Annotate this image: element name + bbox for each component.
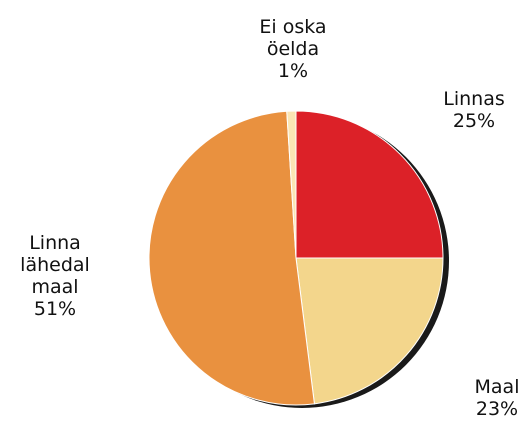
slice-label: Maal 23%	[454, 376, 522, 420]
value-label: 23%	[475, 398, 519, 420]
category-label: Linnas	[443, 88, 505, 110]
pie-slice	[295, 110, 444, 259]
value-label: 25%	[452, 110, 496, 132]
category-label: Ei oska öelda	[259, 16, 327, 60]
category-label: Maal	[474, 376, 520, 398]
pie-slice	[148, 110, 315, 406]
slice-label: Ei oska öelda 1%	[250, 16, 336, 82]
slice-label: Linnas 25%	[431, 88, 517, 132]
slice-label: Linna lähedal maal 51%	[12, 232, 98, 320]
value-label: 51%	[33, 298, 77, 320]
category-label: Linna lähedal maal	[20, 232, 90, 298]
pie-slice	[295, 257, 444, 405]
value-label: 1%	[277, 60, 309, 82]
pie-slice	[286, 110, 297, 259]
